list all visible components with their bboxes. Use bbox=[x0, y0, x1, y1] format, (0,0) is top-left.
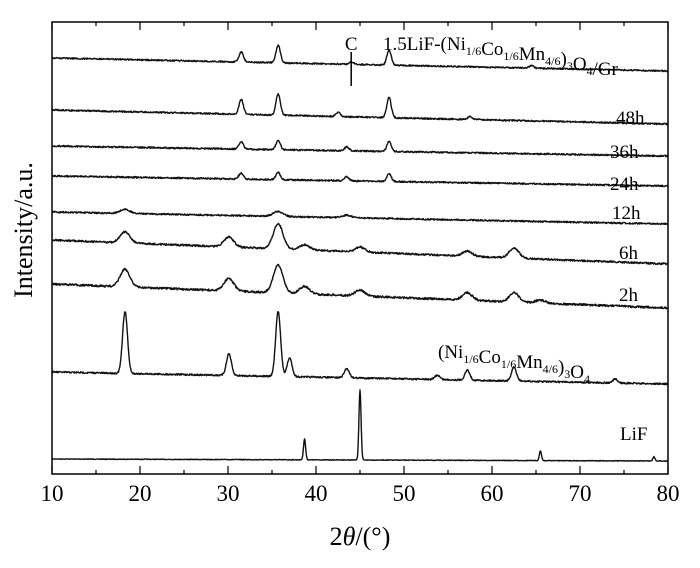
plot-frame bbox=[51, 21, 669, 475]
x-tick-label: 10 bbox=[41, 481, 64, 506]
series-label: 48h bbox=[616, 108, 645, 129]
trace-48h bbox=[51, 92, 669, 126]
series-label: 1.5LiF-(Ni1/6Co1/6Mn4/6)3O4/Gr bbox=[383, 34, 619, 80]
x-tick-label: 40 bbox=[305, 481, 328, 506]
series-label: 36h bbox=[610, 142, 639, 163]
trace--ni1-6co1-6mn4-6-3o4 bbox=[51, 311, 669, 386]
x-axis-title: 2θ/(°) bbox=[330, 522, 391, 551]
x-tick-label: 80 bbox=[657, 481, 680, 506]
axes: 10 20 30 40 50 60 70 80 2θ/(°) Intensity/a.u. bbox=[9, 21, 680, 551]
trace-36h bbox=[51, 139, 669, 158]
series-label: 24h bbox=[610, 174, 639, 195]
trace-12h bbox=[51, 208, 669, 226]
y-axis-title: Intensity/a.u. bbox=[9, 162, 38, 298]
annotations: C bbox=[345, 34, 358, 86]
trace-24h bbox=[51, 171, 669, 188]
series-label: 6h bbox=[619, 243, 639, 264]
series-label: (Ni1/6Co1/6Mn4/6)3O4 bbox=[438, 342, 590, 386]
series-label: 2h bbox=[619, 285, 639, 306]
trace-lif bbox=[51, 389, 669, 462]
diffraction-traces bbox=[51, 44, 669, 462]
x-tick-label: 20 bbox=[129, 481, 152, 506]
series-label: LiF bbox=[620, 424, 647, 445]
annotation-label: C bbox=[345, 34, 358, 55]
x-tick-label: 70 bbox=[569, 481, 592, 506]
x-tick-label: 60 bbox=[481, 481, 504, 506]
series-labels: LiF (Ni1/6Co1/6Mn4/6)3O4 2h 6h 12h 24h 36h 48h 1… bbox=[383, 34, 647, 445]
series-label: 12h bbox=[612, 203, 641, 224]
x-tick-label: 50 bbox=[393, 481, 416, 506]
trace-1-5lif-ni1-6co1-6mn4-6-3o4-gr bbox=[51, 44, 669, 73]
trace-6h bbox=[51, 222, 669, 266]
x-tick-label: 30 bbox=[217, 481, 240, 506]
trace-2h bbox=[51, 263, 669, 310]
